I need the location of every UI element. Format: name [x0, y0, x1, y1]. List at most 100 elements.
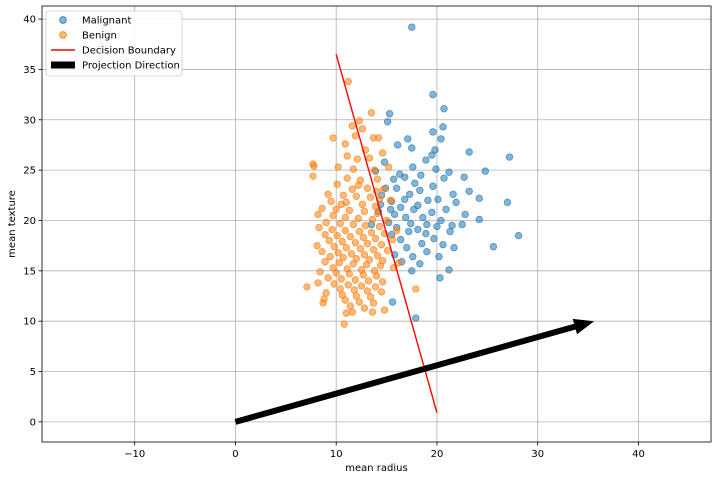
benign-point — [412, 285, 420, 293]
benign-point — [355, 227, 364, 236]
y-tick-label: 40 — [23, 15, 36, 26]
malignant-point — [445, 266, 453, 274]
malignant-point — [432, 165, 440, 173]
benign-point — [362, 261, 371, 269]
benign-point — [369, 245, 378, 254]
benign-point — [361, 221, 370, 230]
benign-point — [360, 251, 369, 259]
benign-point — [369, 299, 378, 307]
benign-point — [326, 253, 334, 261]
benign-point — [345, 206, 353, 215]
malignant-point — [388, 298, 397, 306]
benign-point — [377, 240, 386, 249]
benign-point — [334, 248, 342, 257]
benign-point — [329, 211, 337, 220]
benign-point — [341, 213, 349, 222]
benign-point — [366, 193, 375, 202]
benign-point — [351, 132, 360, 140]
malignant-point — [416, 186, 424, 194]
malignant-point — [418, 239, 426, 248]
malignant-point — [423, 220, 431, 229]
axis-ticks: −10 0 10 20 30 40 0 5 10 15 20 25 30 35 40 — [23, 15, 645, 460]
malignant-point — [424, 196, 432, 205]
malignant-point — [429, 128, 437, 136]
legend-label-malignant: Malignant — [82, 16, 131, 27]
benign-point — [378, 278, 387, 286]
benign-point — [359, 233, 368, 242]
malignant-point — [428, 151, 436, 159]
benign-point — [328, 225, 336, 234]
benign-point — [337, 275, 345, 283]
malignant-point — [402, 213, 410, 222]
benign-point — [358, 125, 367, 133]
benign-point — [383, 246, 392, 255]
malignant-point — [386, 205, 395, 214]
benign-point — [351, 238, 360, 247]
benign-point — [394, 259, 403, 267]
benign-point — [341, 226, 349, 235]
malignant-point — [440, 105, 448, 113]
series-benign — [303, 77, 420, 328]
plot-area-background — [42, 6, 711, 442]
benign-point — [379, 185, 388, 193]
y-tick-label: 35 — [23, 65, 36, 76]
benign-point — [349, 220, 358, 229]
x-tick-label: 30 — [531, 449, 544, 460]
benign-point — [371, 234, 380, 243]
benign-point — [348, 185, 357, 193]
benign-point — [360, 207, 369, 216]
benign-point — [339, 191, 347, 200]
malignant-point — [410, 205, 418, 214]
benign-point — [373, 175, 382, 183]
benign-point — [321, 230, 329, 239]
malignant-point — [433, 222, 441, 231]
y-tick-label: 0 — [30, 417, 36, 428]
benign-point — [303, 283, 311, 291]
benign-point — [342, 243, 350, 252]
benign-point — [338, 237, 346, 246]
malignant-point — [440, 174, 448, 182]
malignant-point — [392, 184, 401, 192]
malignant-point — [445, 168, 453, 176]
malignant-point — [429, 182, 437, 190]
benign-point — [380, 306, 389, 314]
y-tick-label: 15 — [23, 266, 36, 277]
benign-point — [318, 204, 326, 213]
benign-point — [354, 214, 363, 223]
benign-point — [343, 152, 351, 160]
benign-point — [344, 281, 352, 289]
benign-point — [358, 200, 367, 209]
benign-point — [332, 269, 340, 277]
malignant-point — [422, 229, 430, 238]
benign-point — [370, 166, 379, 174]
benign-point — [372, 272, 381, 280]
benign-point — [330, 280, 338, 288]
x-tick-label: 40 — [632, 449, 645, 460]
malignant-point — [401, 173, 409, 181]
malignant-point — [407, 219, 415, 228]
malignant-point — [449, 190, 457, 198]
malignant-point — [437, 216, 445, 225]
malignant-point — [385, 110, 394, 118]
benign-point — [339, 254, 347, 262]
malignant-point — [458, 220, 466, 229]
benign-point — [363, 184, 372, 192]
benign-point — [353, 155, 362, 163]
benign-point — [363, 239, 372, 248]
malignant-point — [406, 190, 414, 198]
x-tick-label: −10 — [124, 449, 145, 460]
malignant-point — [396, 235, 405, 244]
benign-point — [347, 250, 356, 258]
benign-point — [373, 252, 382, 260]
benign-point — [346, 302, 355, 310]
benign-point — [368, 215, 377, 224]
malignant-point — [461, 210, 469, 219]
benign-point — [375, 222, 384, 231]
malignant-point — [439, 240, 447, 249]
legend-label-benign: Benign — [82, 31, 117, 42]
projection-direction-arrow — [234, 318, 595, 425]
malignant-point — [430, 234, 438, 243]
benign-point — [314, 210, 322, 219]
malignant-point — [448, 221, 456, 230]
benign-point — [318, 247, 326, 256]
